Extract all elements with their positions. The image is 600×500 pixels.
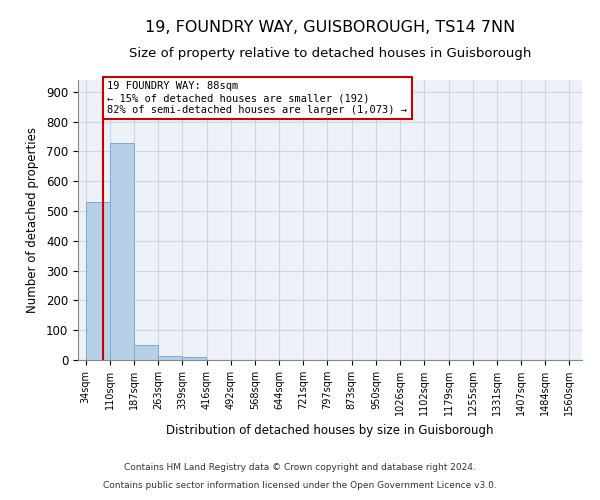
Y-axis label: Number of detached properties: Number of detached properties bbox=[26, 127, 39, 313]
Bar bbox=[86, 202, 110, 360]
Bar bbox=[110, 144, 134, 360]
Text: Size of property relative to detached houses in Guisborough: Size of property relative to detached ho… bbox=[129, 48, 531, 60]
X-axis label: Distribution of detached houses by size in Guisborough: Distribution of detached houses by size … bbox=[166, 424, 494, 436]
Text: Contains HM Land Registry data © Crown copyright and database right 2024.: Contains HM Land Registry data © Crown c… bbox=[124, 464, 476, 472]
Bar bbox=[182, 357, 206, 360]
Text: Contains public sector information licensed under the Open Government Licence v3: Contains public sector information licen… bbox=[103, 481, 497, 490]
Bar bbox=[158, 356, 182, 360]
Text: 19 FOUNDRY WAY: 88sqm
← 15% of detached houses are smaller (192)
82% of semi-det: 19 FOUNDRY WAY: 88sqm ← 15% of detached … bbox=[107, 82, 407, 114]
Text: 19, FOUNDRY WAY, GUISBOROUGH, TS14 7NN: 19, FOUNDRY WAY, GUISBOROUGH, TS14 7NN bbox=[145, 20, 515, 35]
Bar bbox=[134, 345, 158, 360]
